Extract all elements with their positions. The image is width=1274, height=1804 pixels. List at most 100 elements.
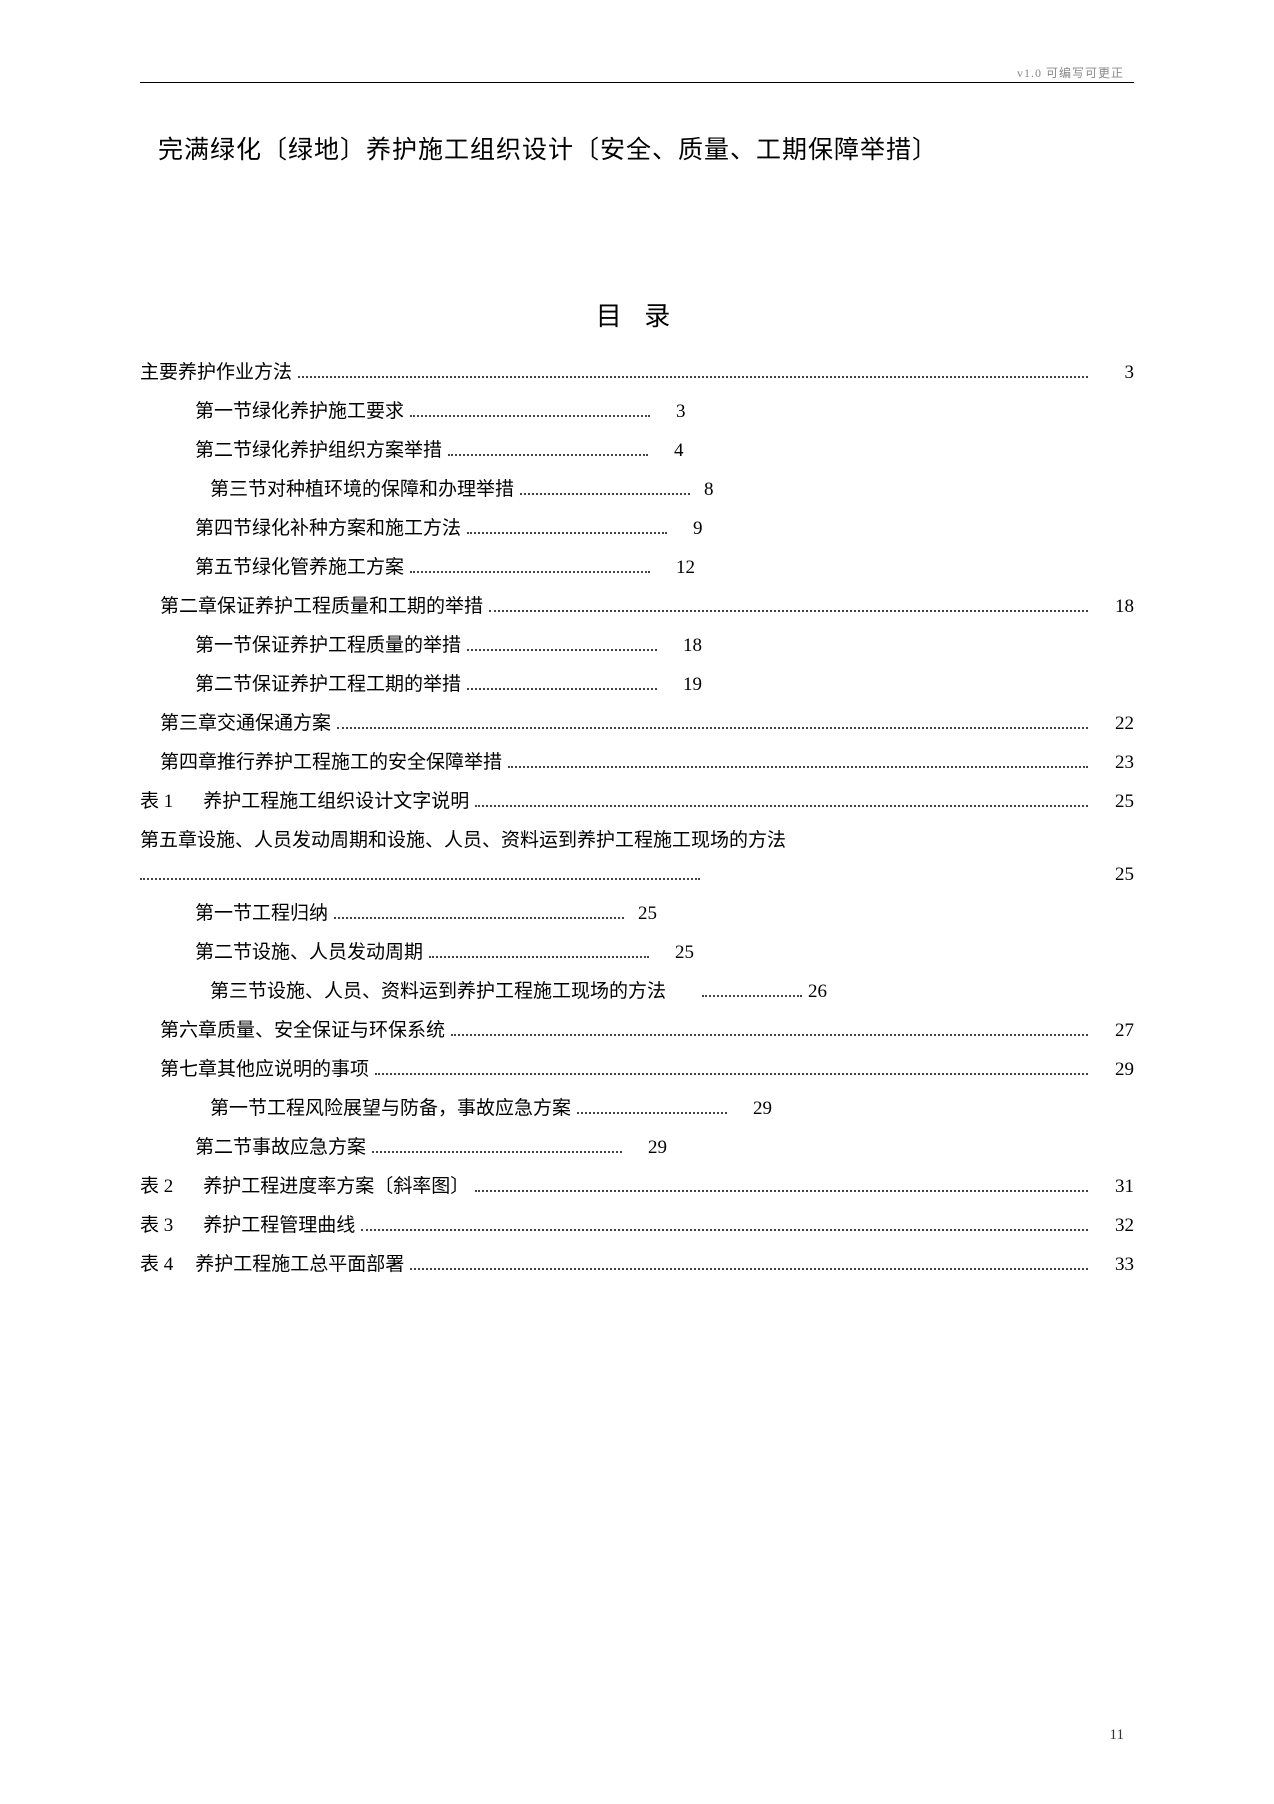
toc-entry: 第二章保证养护工程质量和工期的举措 18 [140, 597, 1134, 634]
toc-page: 25 [1094, 792, 1134, 811]
toc-label: 养护工程管理曲线 [203, 1216, 355, 1235]
toc-entry: 表 3 养护工程管理曲线 32 [140, 1216, 1134, 1253]
toc-entry: 第五节绿化管养施工方案 12 [140, 558, 1134, 595]
toc-leader-dots [489, 610, 1088, 612]
toc-entry: 表 4 养护工程施工总平面部署 33 [140, 1255, 1134, 1292]
toc-leader-dots [508, 766, 1088, 768]
toc-page: 29 [648, 1138, 667, 1157]
toc-entry: 第二节事故应急方案 29 [140, 1138, 1134, 1175]
toc-page: 18 [683, 636, 702, 655]
toc-page: 3 [1094, 363, 1134, 382]
toc-prefix: 表 3 [140, 1216, 173, 1235]
toc-page: 18 [1094, 597, 1134, 616]
toc-label: 第五章设施、人员发动周期和设施、人员、资料运到养护工程施工现场的方法 [140, 831, 786, 850]
toc-entry: 表 1 养护工程施工组织设计文字说明 25 [140, 792, 1134, 829]
toc-leader-dots [334, 917, 624, 919]
toc-leader-dots [361, 1229, 1088, 1231]
toc-leader-dots [429, 956, 649, 958]
toc-page: 25 [675, 943, 694, 962]
toc-leader-dots [451, 1034, 1088, 1036]
toc-label: 第二章保证养护工程质量和工期的举措 [160, 597, 483, 616]
toc-entry: 第二节保证养护工程工期的举措 19 [140, 675, 1134, 712]
toc-page: 25 [1094, 865, 1134, 884]
toc-leader-dots [375, 1073, 1088, 1075]
toc-leader-dots [475, 1190, 1088, 1192]
header-rule [140, 82, 1134, 83]
toc-leader-dots [372, 1151, 622, 1153]
toc-leader-dots [140, 878, 700, 880]
toc-label: 第七章其他应说明的事项 [160, 1060, 369, 1079]
toc-prefix: 表 4 [140, 1255, 173, 1274]
toc-entry: 第二节设施、人员发动周期 25 [140, 943, 1134, 980]
toc-page: 9 [693, 519, 703, 538]
toc-leader-dots [467, 532, 667, 534]
toc-page: 23 [1094, 753, 1134, 772]
toc-label: 第三节设施、人员、资料运到养护工程施工现场的方法 [210, 982, 666, 1001]
toc-entry: 表 2 养护工程进度率方案〔斜率图〕 31 [140, 1177, 1134, 1214]
toc-leader-dots [410, 571, 650, 573]
toc-label: 第二节设施、人员发动周期 [195, 943, 423, 962]
toc-label: 第四节绿化补种方案和施工方法 [195, 519, 461, 538]
toc-entry: 第三节设施、人员、资料运到养护工程施工现场的方法 26 [140, 982, 1134, 1019]
toc-label: 第二节事故应急方案 [195, 1138, 366, 1157]
toc-prefix: 表 2 [140, 1177, 173, 1196]
toc-page: 4 [674, 441, 684, 460]
toc-label: 第一节工程归纳 [195, 904, 328, 923]
toc-page: 12 [676, 558, 695, 577]
toc-entry: 第七章其他应说明的事项 29 [140, 1060, 1134, 1097]
toc-page: 29 [753, 1099, 772, 1118]
toc-entry: 第一节工程归纳 25 [140, 904, 1134, 941]
toc-entry: 第三节对种植环境的保障和办理举措 8 [140, 480, 1134, 517]
toc-leader-dots [298, 376, 1088, 378]
toc-entry: 第六章质量、安全保证与环保系统 27 [140, 1021, 1134, 1058]
toc-label: 第二节保证养护工程工期的举措 [195, 675, 461, 694]
toc-leader-dots [410, 1268, 1088, 1270]
toc-label: 第一节工程风险展望与防备，事故应急方案 [210, 1099, 571, 1118]
toc-entry: 第二节绿化养护组织方案举措 4 [140, 441, 1134, 478]
toc-page: 31 [1094, 1177, 1134, 1196]
toc-leader-dots [475, 805, 1088, 807]
toc-leader-dots [410, 415, 650, 417]
toc-page: 26 [808, 982, 827, 1001]
toc-heading: 目 录 [140, 296, 1134, 333]
toc-leader-dots [467, 688, 657, 690]
footer-page-number: 11 [1110, 1727, 1124, 1744]
toc-entry-multiline: 第五章设施、人员发动周期和设施、人员、资料运到养护工程施工现场的方法 25 [140, 831, 1134, 902]
toc-leader-dots [520, 493, 690, 495]
toc-label: 第二节绿化养护组织方案举措 [195, 441, 442, 460]
toc-label: 第一节绿化养护施工要求 [195, 402, 404, 421]
toc-entry: 第三章交通保通方案 22 [140, 714, 1134, 751]
toc-label: 主要养护作业方法 [140, 363, 292, 382]
toc-page: 29 [1094, 1060, 1134, 1079]
toc-entry: 第一节绿化养护施工要求 3 [140, 402, 1134, 439]
toc-page: 27 [1094, 1021, 1134, 1040]
toc-label: 第六章质量、安全保证与环保系统 [160, 1021, 445, 1040]
toc-label: 第三节对种植环境的保障和办理举措 [210, 480, 514, 499]
toc-page: 33 [1094, 1255, 1134, 1274]
toc-label: 养护工程施工组织设计文字说明 [203, 792, 469, 811]
toc-entry: 第一节保证养护工程质量的举措 18 [140, 636, 1134, 673]
toc-page: 32 [1094, 1216, 1134, 1235]
toc-leader-dots [467, 649, 657, 651]
toc-entry: 主要养护作业方法 3 [140, 363, 1134, 400]
toc-entry: 第四节绿化补种方案和施工方法 9 [140, 519, 1134, 556]
toc-label: 第五节绿化管养施工方案 [195, 558, 404, 577]
toc-page: 8 [704, 480, 714, 499]
toc-label: 第三章交通保通方案 [160, 714, 331, 733]
toc-label: 第一节保证养护工程质量的举措 [195, 636, 461, 655]
toc-label: 养护工程进度率方案〔斜率图〕 [203, 1177, 469, 1196]
toc-entry: 第四章推行养护工程施工的安全保障举措 23 [140, 753, 1134, 790]
toc-entry: 第一节工程风险展望与防备，事故应急方案 29 [140, 1099, 1134, 1136]
toc-leader-dots [448, 454, 648, 456]
toc-page: 3 [676, 402, 686, 421]
toc-label: 养护工程施工总平面部署 [195, 1255, 404, 1274]
toc-leader-dots [702, 995, 802, 997]
toc-page: 22 [1094, 714, 1134, 733]
toc-leader-dots [577, 1112, 727, 1114]
toc-label: 第四章推行养护工程施工的安全保障举措 [160, 753, 502, 772]
toc-leader-dots [337, 727, 1088, 729]
document-page: v1.0 可编写可更正 完满绿化〔绿地〕养护施工组织设计〔安全、质量、工期保障举… [0, 0, 1274, 1804]
toc-prefix: 表 1 [140, 792, 173, 811]
toc-page: 25 [638, 904, 657, 923]
header-meta-note: v1.0 可编写可更正 [1017, 64, 1124, 81]
